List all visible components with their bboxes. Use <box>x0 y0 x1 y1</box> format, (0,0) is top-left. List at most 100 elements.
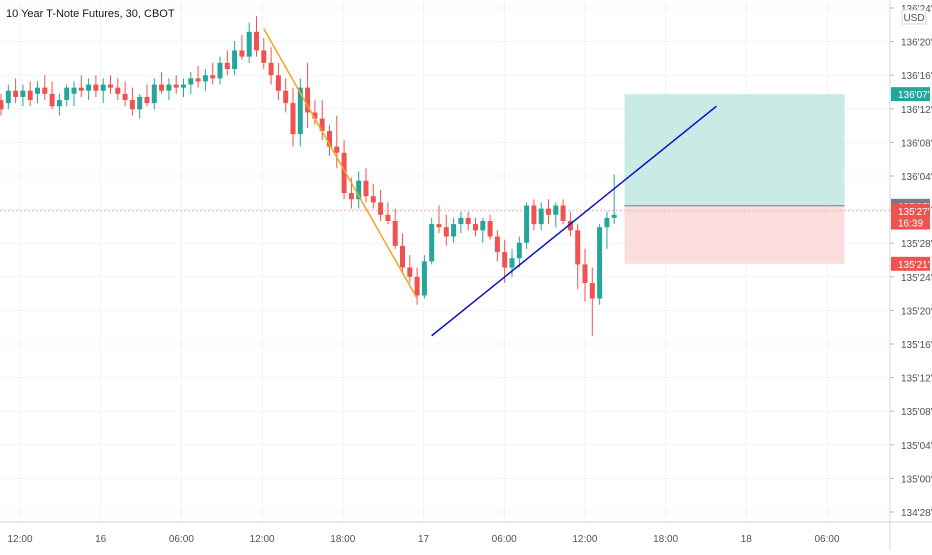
price-tick-label: 135'24'0 <box>901 273 932 284</box>
price-tick-label: 135'08'0 <box>901 407 932 418</box>
candle-up <box>429 224 435 262</box>
time-tick-label: 12:00 <box>7 534 32 545</box>
candle-up <box>246 31 252 57</box>
candle-down <box>173 84 179 88</box>
candle-up <box>56 100 62 107</box>
candle-down <box>290 103 296 135</box>
candle-down <box>385 214 391 222</box>
candle-up <box>516 242 522 259</box>
candle-up <box>458 217 464 225</box>
candle-up <box>451 224 457 237</box>
candle-up <box>64 87 70 101</box>
candle-down <box>370 196 376 203</box>
time-tick-label: 12:00 <box>250 534 275 545</box>
candle-up <box>604 217 610 228</box>
candle-up <box>86 84 92 91</box>
candle-down <box>27 90 33 101</box>
time-tick-label: 06:00 <box>492 534 517 545</box>
candle-up <box>151 84 157 104</box>
candle-down <box>341 152 347 194</box>
currency-badge <box>901 9 927 25</box>
candle-up <box>421 261 427 296</box>
time-tick-label: 06:00 <box>814 534 839 545</box>
candle-down <box>334 146 340 153</box>
candle-up <box>356 180 362 200</box>
currency-label: USD <box>903 13 924 24</box>
price-tick-label: 135'00'0 <box>901 474 932 485</box>
candle-down <box>239 50 245 57</box>
up-trendline[interactable] <box>431 105 717 337</box>
candle-up <box>509 258 515 268</box>
candle-up <box>217 62 223 79</box>
candle-down <box>473 224 478 231</box>
candle-down <box>275 75 281 91</box>
time-tick-label: 16 <box>95 534 107 545</box>
time-tick-label: 06:00 <box>169 534 194 545</box>
candle-down <box>159 84 165 91</box>
candle-up <box>597 227 603 299</box>
candle-down <box>378 202 384 215</box>
candle-up <box>166 84 172 91</box>
price-tick-label: 136'20'0 <box>901 38 932 49</box>
candle-down <box>129 100 135 110</box>
candle-down <box>400 245 405 268</box>
candle-up <box>137 96 143 110</box>
candle-down <box>560 205 566 222</box>
price-badge-label: 136'07'0 <box>898 90 932 101</box>
candle-up <box>524 205 530 243</box>
candle-down <box>443 227 449 237</box>
candle-up <box>71 87 77 94</box>
candle-down <box>312 112 318 119</box>
down-trendline[interactable] <box>263 28 418 299</box>
loss-zone <box>624 205 845 264</box>
candle-up <box>297 87 303 135</box>
candle-up <box>480 221 486 231</box>
candle-down <box>531 205 537 225</box>
candle-down <box>436 224 442 228</box>
candle-down <box>224 62 230 70</box>
candle-up <box>538 208 544 225</box>
time-tick-label: 17 <box>418 534 430 545</box>
candle-down <box>363 180 369 197</box>
candle-down <box>93 84 99 91</box>
price-tick-label: 135'28'0 <box>901 239 932 250</box>
price-tick-label: 135'16'0 <box>901 340 932 351</box>
price-badge <box>891 256 930 271</box>
candle-down <box>589 283 595 299</box>
candle-up <box>100 84 106 91</box>
candle-down <box>254 31 259 51</box>
candle-down <box>283 90 289 104</box>
time-tick-label: 18:00 <box>330 534 355 545</box>
candle-up <box>181 84 186 88</box>
time-tick-label: 18 <box>741 534 753 545</box>
candle-down <box>392 221 398 246</box>
candle-up <box>188 78 194 85</box>
price-badge <box>891 215 930 230</box>
price-tick-label: 134'28'0 <box>901 508 932 519</box>
profit-zone <box>624 94 845 206</box>
candle-up <box>35 87 40 94</box>
candle-down <box>42 87 48 94</box>
candle-down <box>414 276 420 296</box>
candle-down <box>567 221 573 231</box>
candle-down <box>494 236 500 253</box>
candle-down <box>348 193 354 200</box>
candle-down <box>210 75 216 79</box>
candle-down <box>319 118 325 132</box>
candle-down <box>261 50 267 63</box>
candle-down <box>122 93 128 101</box>
price-badge <box>891 203 930 218</box>
time-tick-label: 12:00 <box>572 534 597 545</box>
candle-down <box>144 96 150 104</box>
candle-down <box>268 62 274 76</box>
candle-up <box>20 90 26 97</box>
candle-down <box>0 100 4 110</box>
candle-up <box>5 90 11 104</box>
candle-down <box>195 78 201 82</box>
candle-down <box>582 264 588 284</box>
price-tick-label: 136'12'0 <box>901 105 932 116</box>
candle-down <box>546 208 551 215</box>
candle-down <box>575 230 581 265</box>
candle-down <box>78 87 84 91</box>
candle-down <box>305 87 311 113</box>
